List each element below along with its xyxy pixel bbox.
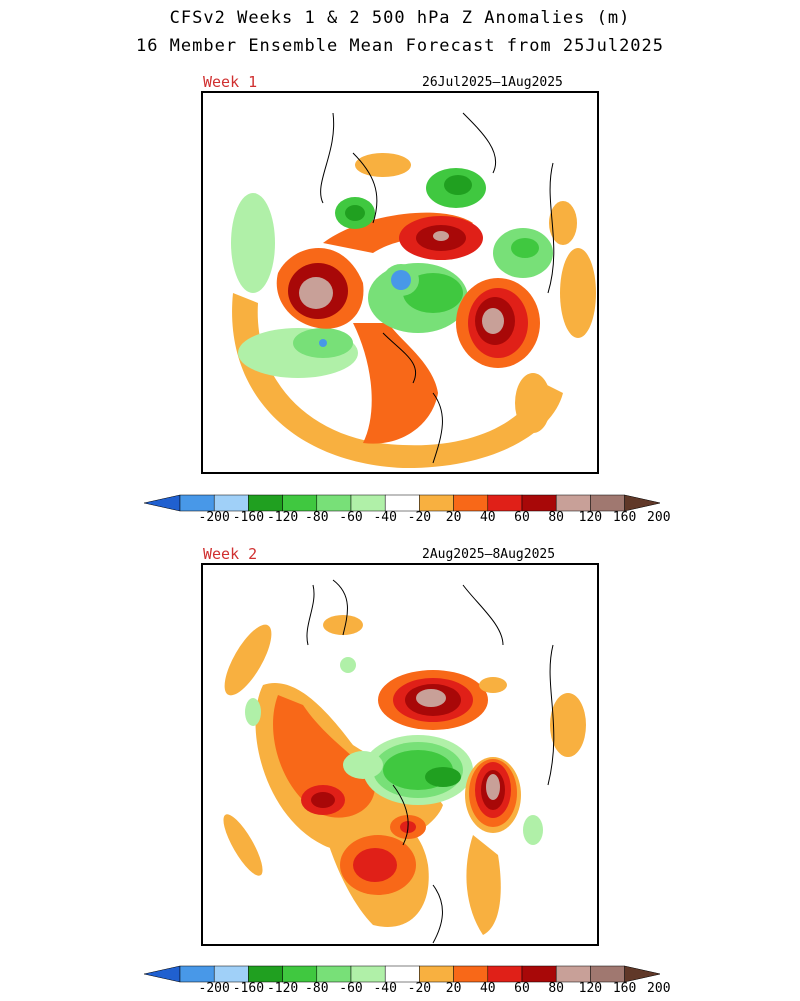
colorbar-tick-label: -80 xyxy=(305,510,329,525)
week2-dates: 2Aug2025–8Aug2025 xyxy=(422,547,556,562)
colorbar-tick-label: 60 xyxy=(514,981,530,996)
week1-map xyxy=(201,91,599,474)
colorbar-tick-label: -200 xyxy=(198,510,230,525)
colorbar-tick-label: -40 xyxy=(373,981,397,996)
colorbar-swatch xyxy=(453,494,489,512)
week2-colorbar xyxy=(143,965,660,983)
colorbar-swatch xyxy=(419,965,454,983)
week2-map xyxy=(201,563,599,946)
colorbar-tick-label: -60 xyxy=(339,981,363,996)
colorbar-swatch xyxy=(384,494,420,512)
colorbar-swatch xyxy=(590,494,625,512)
chart-title: CFSv2 Weeks 1 & 2 500 hPa Z Anomalies (m… xyxy=(169,8,631,28)
colorbar-tick-label: 160 xyxy=(612,981,637,996)
week1-label: Week 1 xyxy=(203,73,258,91)
week1-colorbar-ticks: -200 -160 -120 -80 -60 -40 -20 20 40 60 80 120 160 20… xyxy=(0,510,800,530)
colorbar-arrow-high xyxy=(624,965,660,983)
colorbar-tick-label: 120 xyxy=(578,510,603,525)
colorbar-tick-label: 80 xyxy=(548,510,565,525)
colorbar-tick-label: 40 xyxy=(479,981,496,996)
colorbar-tick-label: 120 xyxy=(578,981,603,996)
colorbar-tick-label: 60 xyxy=(514,510,530,525)
colorbar-tick-label: 20 xyxy=(445,510,462,525)
colorbar-swatch xyxy=(316,494,352,512)
week1-colorbar xyxy=(143,494,660,512)
colorbar-swatch xyxy=(487,494,523,512)
colorbar-tick-label: 40 xyxy=(479,510,496,525)
colorbar-swatch xyxy=(248,965,283,983)
colorbar-arrow-low xyxy=(143,494,181,512)
colorbar-tick-label: -80 xyxy=(305,981,329,996)
colorbar-swatch xyxy=(384,965,420,983)
colorbar-tick-label: -200 xyxy=(198,981,230,996)
colorbar-swatch xyxy=(350,965,386,983)
week2-colorbar-ticks: -200 -160 -120 -80 -60 -40 -20 20 40 60 80 120 160 20… xyxy=(0,981,800,1001)
colorbar-swatch xyxy=(179,494,215,512)
colorbar-swatch xyxy=(248,494,283,512)
colorbar-tick-label: -40 xyxy=(373,510,397,525)
colorbar-swatch xyxy=(316,965,352,983)
colorbar-swatch xyxy=(521,494,557,512)
colorbar-swatch xyxy=(282,965,318,983)
colorbar-arrow-low xyxy=(143,965,181,983)
colorbar-tick-label: 160 xyxy=(612,510,637,525)
colorbar-swatch xyxy=(555,965,591,983)
week2-label: Week 2 xyxy=(203,545,258,563)
colorbar-swatch xyxy=(419,494,454,512)
colorbar-tick-label: -120 xyxy=(266,510,299,525)
colorbar-swatch xyxy=(350,494,386,512)
colorbar-swatch xyxy=(282,494,318,512)
colorbar-tick-label: -160 xyxy=(232,510,265,525)
colorbar-tick-label: -20 xyxy=(407,510,432,525)
colorbar-swatch xyxy=(213,965,249,983)
colorbar-tick-label: 20 xyxy=(445,981,462,996)
chart-subtitle: 16 Member Ensemble Mean Forecast from 25… xyxy=(135,36,665,56)
colorbar-swatch xyxy=(521,965,557,983)
colorbar-tick-label: -160 xyxy=(232,981,265,996)
colorbar-tick-label: -120 xyxy=(266,981,299,996)
colorbar-arrow-high xyxy=(624,494,660,512)
colorbar-swatch xyxy=(453,965,489,983)
colorbar-swatch xyxy=(590,965,625,983)
week1-anomaly-field xyxy=(231,112,596,469)
colorbar-tick-label: -20 xyxy=(407,981,432,996)
colorbar-tick-label: -60 xyxy=(339,510,363,525)
colorbar-tick-label: 200 xyxy=(647,510,671,525)
week2-anomaly-field xyxy=(223,579,586,944)
colorbar-swatch xyxy=(487,965,523,983)
colorbar-swatch xyxy=(179,965,215,983)
colorbar-swatch xyxy=(213,494,249,512)
colorbar-tick-label: 200 xyxy=(647,981,671,996)
colorbar-tick-label: 80 xyxy=(548,981,565,996)
week1-dates: 26Jul2025–1Aug2025 xyxy=(422,75,563,90)
colorbar-swatch xyxy=(555,494,591,512)
